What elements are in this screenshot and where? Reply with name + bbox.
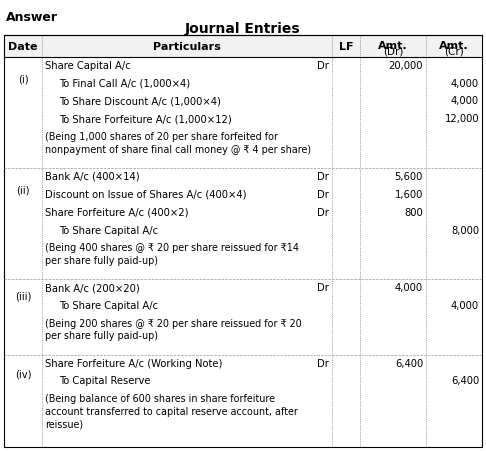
Text: Dr: Dr: [317, 60, 329, 70]
Text: 4,000: 4,000: [395, 282, 423, 293]
Text: 5,600: 5,600: [395, 171, 423, 181]
Text: LF: LF: [339, 42, 353, 52]
Text: (Being 200 shares @ ₹ 20 per share reissued for ₹ 20
per share fully paid-up): (Being 200 shares @ ₹ 20 per share reiss…: [45, 318, 302, 341]
Text: Dr: Dr: [317, 282, 329, 293]
Text: Dr: Dr: [317, 189, 329, 199]
Text: Answer: Answer: [6, 11, 58, 24]
Text: Particulars: Particulars: [153, 42, 221, 52]
Text: 12,000: 12,000: [444, 114, 479, 124]
Text: (iii): (iii): [15, 291, 31, 301]
Text: (ii): (ii): [16, 185, 30, 195]
Text: Share Forfeiture A/c (400×2): Share Forfeiture A/c (400×2): [45, 207, 189, 217]
Text: 1,600: 1,600: [395, 189, 423, 199]
Text: Share Forfeiture A/c (Working Note): Share Forfeiture A/c (Working Note): [45, 358, 223, 368]
Text: 800: 800: [404, 207, 423, 217]
Text: To Final Call A/c (1,000×4): To Final Call A/c (1,000×4): [59, 78, 190, 88]
Text: 4,000: 4,000: [451, 78, 479, 88]
Text: To Share Discount A/c (1,000×4): To Share Discount A/c (1,000×4): [59, 96, 221, 106]
Text: 20,000: 20,000: [388, 60, 423, 70]
Text: (iv): (iv): [15, 369, 31, 379]
Bar: [4, 36, 482, 58]
Text: (Being 400 shares @ ₹ 20 per share reissued for ₹14
per share fully paid-up): (Being 400 shares @ ₹ 20 per share reiss…: [45, 243, 299, 265]
Text: To Capital Reserve: To Capital Reserve: [59, 376, 151, 386]
Text: Bank A/c (400×14): Bank A/c (400×14): [45, 171, 139, 181]
Text: Dr: Dr: [317, 358, 329, 368]
Text: (Being 1,000 shares of 20 per share forfeited for
nonpayment of share final call: (Being 1,000 shares of 20 per share forf…: [45, 132, 311, 154]
Text: To Share Forfeiture A/c (1,000×12): To Share Forfeiture A/c (1,000×12): [59, 114, 232, 124]
Text: 4,000: 4,000: [451, 96, 479, 106]
Text: 6,400: 6,400: [395, 358, 423, 368]
Text: Amt.: Amt.: [439, 41, 469, 51]
Text: (Cr): (Cr): [444, 47, 464, 57]
Text: Journal Entries: Journal Entries: [185, 22, 301, 36]
Text: (i): (i): [17, 74, 28, 84]
Text: Discount on Issue of Shares A/c (400×4): Discount on Issue of Shares A/c (400×4): [45, 189, 246, 199]
Text: Dr: Dr: [317, 171, 329, 181]
Text: (Being balance of 600 shares in share forfeiture
account transferred to capital : (Being balance of 600 shares in share fo…: [45, 393, 298, 428]
Text: (Dr): (Dr): [383, 47, 403, 57]
Text: 8,000: 8,000: [451, 225, 479, 235]
Text: Amt.: Amt.: [378, 41, 408, 51]
Text: Share Capital A/c: Share Capital A/c: [45, 60, 131, 70]
Text: Date: Date: [8, 42, 38, 52]
Text: 4,000: 4,000: [451, 300, 479, 310]
Text: 6,400: 6,400: [451, 376, 479, 386]
Text: Bank A/c (200×20): Bank A/c (200×20): [45, 282, 140, 293]
Text: To Share Capital A/c: To Share Capital A/c: [59, 300, 158, 310]
Text: To Share Capital A/c: To Share Capital A/c: [59, 225, 158, 235]
Text: Dr: Dr: [317, 207, 329, 217]
